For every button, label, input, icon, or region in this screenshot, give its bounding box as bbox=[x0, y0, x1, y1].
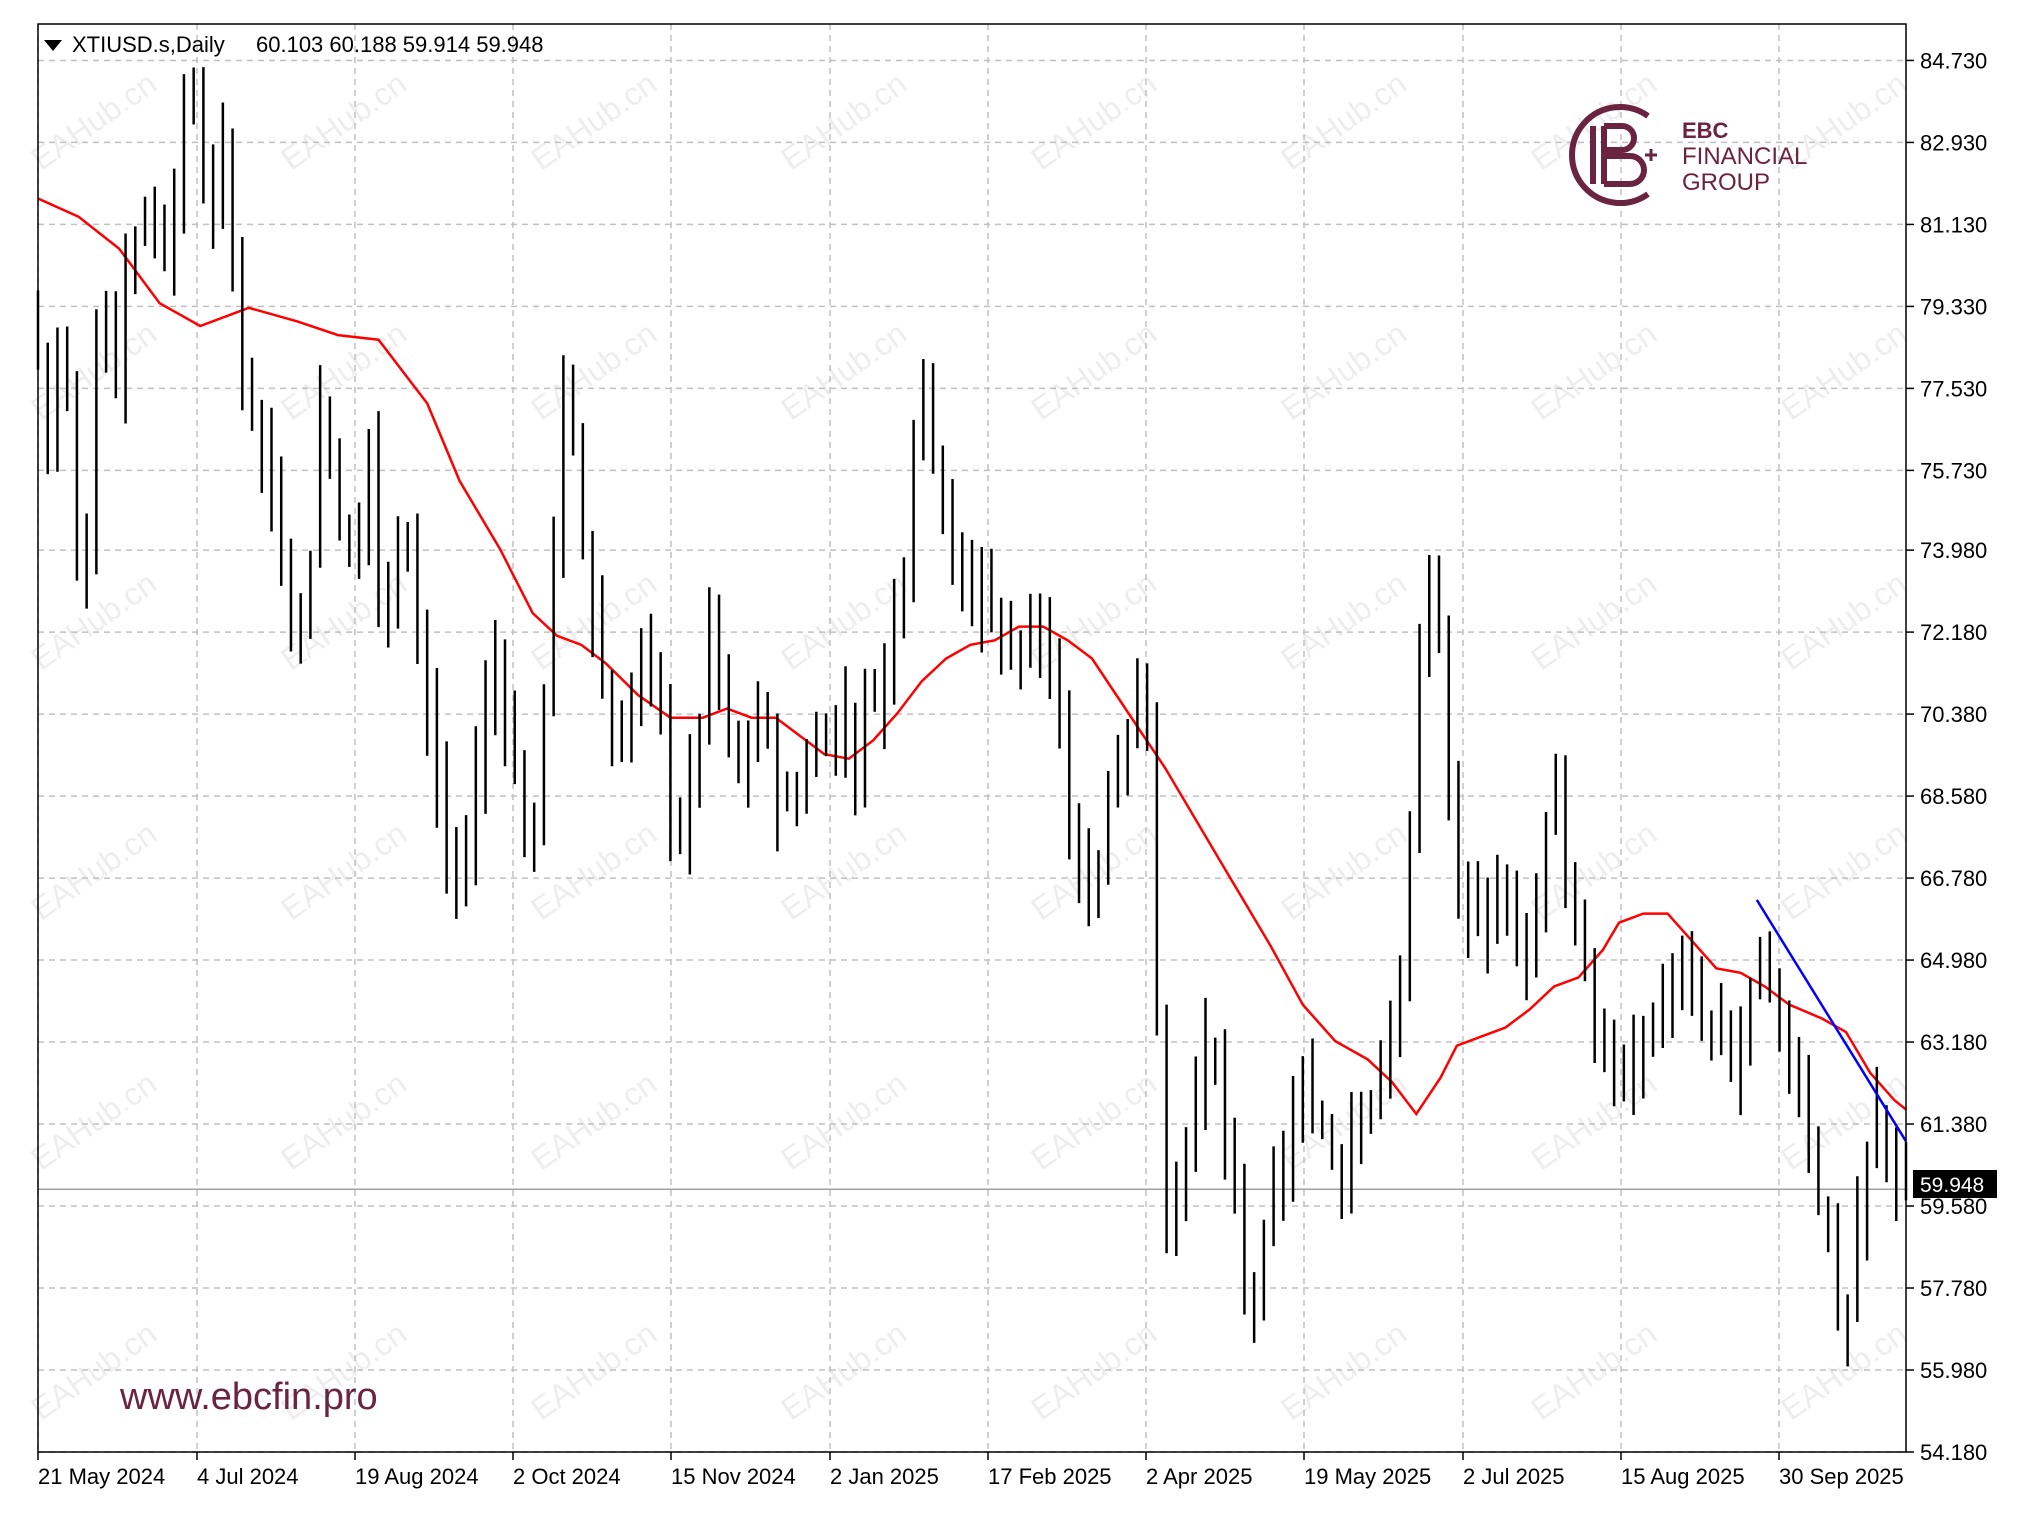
price-tick-label: 54.180 bbox=[1920, 1440, 1987, 1465]
watermark-text: EAHub.cn bbox=[1524, 565, 1663, 677]
logo-brand: EBC bbox=[1682, 118, 1729, 143]
watermark-text: EAHub.cn bbox=[774, 815, 913, 927]
watermark-text: EAHub.cn bbox=[1774, 315, 1913, 427]
trend-line bbox=[1755, 899, 1908, 1142]
price-tick-label: 82.930 bbox=[1920, 130, 1987, 155]
moving-average-layer bbox=[37, 197, 1907, 1117]
logo-text: EBC FINANCIAL GROUP bbox=[1682, 118, 1807, 196]
plot-border bbox=[37, 23, 1907, 1453]
price-tick-label: 79.330 bbox=[1920, 294, 1987, 319]
watermark-text: EAHub.cn bbox=[524, 1315, 663, 1427]
watermark-text: EAHub.cn bbox=[774, 65, 913, 177]
time-tick-label: 17 Feb 2025 bbox=[988, 1464, 1112, 1489]
watermark-text: EAHub.cn bbox=[1774, 565, 1913, 677]
moving-average-line bbox=[37, 197, 1907, 1117]
watermark-text: EAHub.cn bbox=[24, 315, 163, 427]
watermark-text: EAHub.cn bbox=[274, 65, 413, 177]
current-price-tag bbox=[1913, 1170, 1997, 1198]
ebc-monogram-icon bbox=[1569, 104, 1657, 206]
watermark-text: EAHub.cn bbox=[1774, 1315, 1913, 1427]
time-tick-label: 21 May 2024 bbox=[38, 1464, 165, 1489]
watermark-text: EAHub.cn bbox=[524, 1065, 663, 1177]
watermark-text: EAHub.cn bbox=[774, 565, 913, 677]
watermark-text: EAHub.cn bbox=[1524, 1315, 1663, 1427]
grid bbox=[37, 24, 1906, 1453]
watermark-text: EAHub.cn bbox=[24, 1065, 163, 1177]
watermark-text: EAHub.cn bbox=[1524, 315, 1663, 427]
watermark-text: EAHub.cn bbox=[774, 1065, 913, 1177]
watermark-text: EAHub.cn bbox=[24, 65, 163, 177]
watermark-text: EAHub.cn bbox=[1774, 815, 1913, 927]
time-tick-label: 15 Nov 2024 bbox=[671, 1464, 796, 1489]
price-axis[interactable]: 84.730 82.930 81.130 79.330 77.530 75.730 73.9… bbox=[1906, 48, 1987, 1465]
logo-line1: FINANCIAL bbox=[1682, 143, 1808, 170]
price-tick-label: 72.180 bbox=[1920, 620, 1987, 645]
watermark-text: EAHub.cn bbox=[274, 815, 413, 927]
time-tick-label: 19 May 2025 bbox=[1304, 1464, 1431, 1489]
watermark-text: EAHub.cn bbox=[1274, 1315, 1413, 1427]
watermark-text: EAHub.cn bbox=[1024, 65, 1163, 177]
time-tick-label: 30 Sep 2025 bbox=[1779, 1464, 1904, 1489]
time-tick-label: 4 Jul 2024 bbox=[197, 1464, 299, 1489]
time-tick-label: 19 Aug 2024 bbox=[355, 1464, 479, 1489]
watermark-text: EAHub.cn bbox=[274, 315, 413, 427]
watermark-text: EAHub.cn bbox=[1274, 65, 1413, 177]
website-label[interactable]: www.ebcfin.pro bbox=[120, 1376, 378, 1418]
watermark-text: EAHub.cn bbox=[1024, 1065, 1163, 1177]
watermark-text: EAHub.cn bbox=[524, 315, 663, 427]
price-tick-label: 66.780 bbox=[1920, 866, 1987, 891]
time-tick-label: 2 Oct 2024 bbox=[513, 1464, 621, 1489]
triangle-down-icon[interactable] bbox=[44, 40, 62, 51]
watermark-layer: EAHub.cn EAHub.cn EAHub.cn EAHub.cn EAHub.cn… bbox=[24, 65, 1913, 1427]
price-tick-label: 61.380 bbox=[1920, 1112, 1987, 1137]
watermark-text: EAHub.cn bbox=[24, 815, 163, 927]
price-tick-label: 73.980 bbox=[1920, 538, 1987, 563]
price-tick-label: 68.580 bbox=[1920, 784, 1987, 809]
price-tick-label: 75.730 bbox=[1920, 458, 1987, 483]
time-axis[interactable]: 21 May 2024 4 Jul 2024 19 Aug 2024 2 Oct 20… bbox=[37, 1452, 1904, 1489]
ohlc-values: 60.103 60.188 59.914 59.948 bbox=[256, 32, 544, 57]
watermark-text: EAHub.cn bbox=[274, 1065, 413, 1177]
watermark-text: EAHub.cn bbox=[24, 565, 163, 677]
trendline-layer bbox=[1755, 899, 1908, 1142]
price-bars bbox=[36, 67, 1908, 1367]
price-tick-label: 77.530 bbox=[1920, 376, 1987, 401]
watermark-text: EAHub.cn bbox=[774, 1315, 913, 1427]
price-tick-label: 63.180 bbox=[1920, 1030, 1987, 1055]
symbol-title: XTIUSD.s,Daily bbox=[72, 32, 225, 57]
price-tick-label: 59.580 bbox=[1920, 1194, 1987, 1219]
time-tick-label: 2 Jul 2025 bbox=[1463, 1464, 1565, 1489]
watermark-text: EAHub.cn bbox=[774, 315, 913, 427]
current-price-label: 59.948 bbox=[1920, 1174, 1984, 1197]
logo-line2: GROUP bbox=[1682, 169, 1771, 196]
price-tick-label: 64.980 bbox=[1920, 948, 1987, 973]
watermark-text: EAHub.cn bbox=[524, 65, 663, 177]
watermark-text: EAHub.cn bbox=[1274, 565, 1413, 677]
time-tick-label: 2 Jan 2025 bbox=[830, 1464, 939, 1489]
time-tick-label: 15 Aug 2025 bbox=[1621, 1464, 1745, 1489]
watermark-text: EAHub.cn bbox=[1274, 815, 1413, 927]
price-tick-label: 57.780 bbox=[1920, 1276, 1987, 1301]
time-tick-label: 2 Apr 2025 bbox=[1146, 1464, 1252, 1489]
price-tick-label: 70.380 bbox=[1920, 702, 1987, 727]
price-tick-label: 81.130 bbox=[1920, 212, 1987, 237]
watermark-text: EAHub.cn bbox=[1274, 315, 1413, 427]
watermark-text: EAHub.cn bbox=[1024, 1315, 1163, 1427]
watermark-text: EAHub.cn bbox=[274, 565, 413, 677]
chart-frame bbox=[37, 23, 1907, 1453]
watermark-text: EAHub.cn bbox=[1024, 815, 1163, 927]
price-tick-label: 55.980 bbox=[1920, 1358, 1987, 1383]
price-tick-label: 84.730 bbox=[1920, 48, 1987, 73]
watermark-text: EAHub.cn bbox=[1024, 315, 1163, 427]
